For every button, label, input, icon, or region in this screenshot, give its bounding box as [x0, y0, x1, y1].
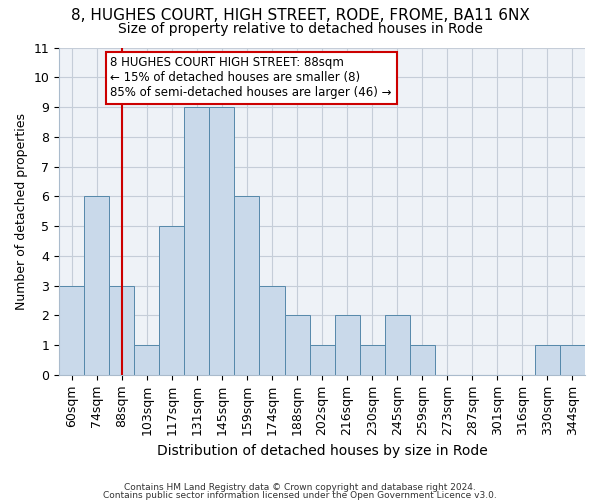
Bar [284, 316, 310, 375]
X-axis label: Distribution of detached houses by size in Rode: Distribution of detached houses by size … [157, 444, 487, 458]
Bar [209, 107, 235, 375]
Bar [359, 345, 385, 375]
Bar [310, 345, 335, 375]
Text: 8, HUGHES COURT, HIGH STREET, RODE, FROME, BA11 6NX: 8, HUGHES COURT, HIGH STREET, RODE, FROM… [71, 8, 529, 22]
Bar [134, 345, 160, 375]
Bar [184, 107, 209, 375]
Bar [84, 196, 109, 375]
Bar [385, 316, 410, 375]
Text: Contains public sector information licensed under the Open Government Licence v3: Contains public sector information licen… [103, 490, 497, 500]
Text: 8 HUGHES COURT HIGH STREET: 88sqm
← 15% of detached houses are smaller (8)
85% o: 8 HUGHES COURT HIGH STREET: 88sqm ← 15% … [110, 56, 392, 100]
Bar [560, 345, 585, 375]
Bar [59, 286, 84, 375]
Bar [410, 345, 435, 375]
Bar [235, 196, 259, 375]
Text: Size of property relative to detached houses in Rode: Size of property relative to detached ho… [118, 22, 482, 36]
Bar [259, 286, 284, 375]
Bar [535, 345, 560, 375]
Bar [160, 226, 184, 375]
Bar [335, 316, 359, 375]
Y-axis label: Number of detached properties: Number of detached properties [15, 112, 28, 310]
Text: Contains HM Land Registry data © Crown copyright and database right 2024.: Contains HM Land Registry data © Crown c… [124, 484, 476, 492]
Bar [109, 286, 134, 375]
